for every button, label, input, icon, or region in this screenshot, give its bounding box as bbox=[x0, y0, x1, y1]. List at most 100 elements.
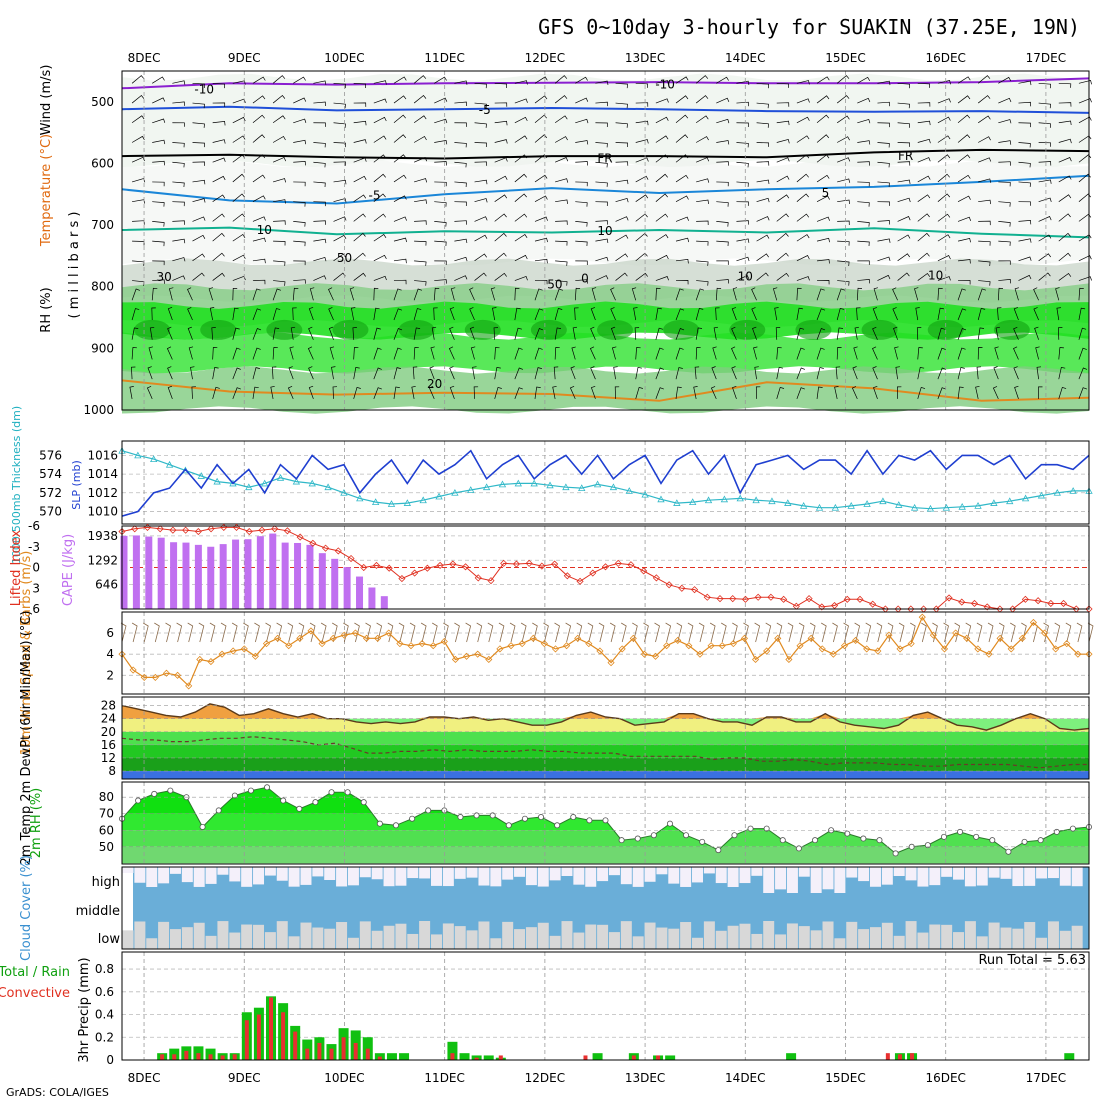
wind-barb-685 bbox=[393, 347, 402, 360]
wind-barb-90 bbox=[977, 95, 991, 104]
wind-barb-674 bbox=[166, 346, 173, 360]
wind-barb-250 bbox=[333, 179, 347, 185]
wind-barb-420 bbox=[857, 240, 870, 247]
wind10m-barb-38 bbox=[543, 622, 549, 643]
wind-barb-776 bbox=[287, 385, 294, 400]
wind10m-point-81 bbox=[1018, 634, 1026, 642]
wind-barb-518 bbox=[897, 272, 910, 281]
wind10m-point-68 bbox=[874, 647, 882, 655]
wind-barb-289 bbox=[152, 201, 165, 207]
cape-bar-12 bbox=[269, 533, 277, 609]
wind-barb-481 bbox=[152, 279, 165, 284]
li-point-47 bbox=[716, 595, 724, 603]
wind10m-point-8 bbox=[207, 658, 215, 666]
wind-barb-459 bbox=[675, 259, 689, 264]
cape-bar-15 bbox=[306, 544, 314, 609]
wind-barb-184 bbox=[937, 135, 951, 143]
cloud-high-bar-56 bbox=[786, 867, 798, 893]
precip-tick-4: 0.8 bbox=[95, 962, 114, 976]
rh-point-25 bbox=[521, 815, 528, 822]
wind-barb-31 bbox=[756, 82, 769, 89]
thickness-point-60 bbox=[1069, 487, 1077, 494]
wind10m-barb-57 bbox=[754, 622, 761, 643]
wind10m-point-23 bbox=[374, 634, 382, 642]
wind10m-barb-31 bbox=[465, 622, 472, 643]
wind-barb-763 bbox=[993, 366, 999, 380]
wind-barb-565 bbox=[873, 287, 878, 301]
cape-bar-11 bbox=[256, 536, 264, 609]
precip-conv-bar-5 bbox=[208, 1054, 213, 1060]
wind-barb-737 bbox=[472, 366, 477, 380]
wind-barb-122 bbox=[655, 116, 669, 124]
wind-barb-628 bbox=[211, 327, 216, 340]
wind-barb-808 bbox=[937, 387, 946, 400]
cloud-high-bar-58 bbox=[810, 867, 822, 893]
cloud-low-bar-30 bbox=[478, 921, 490, 949]
wind-barb-465 bbox=[796, 255, 810, 262]
precip-conv-bar-18 bbox=[365, 1048, 370, 1060]
wind-barb-265 bbox=[635, 175, 649, 183]
wind-barb-554 bbox=[655, 287, 661, 301]
thickness-point-16 bbox=[371, 498, 380, 506]
li-point-66 bbox=[958, 598, 966, 606]
wind-barb-698 bbox=[655, 347, 664, 360]
cloud-low-bar-37 bbox=[561, 921, 573, 949]
wind-barb-123 bbox=[675, 114, 689, 124]
wind-barb-572 bbox=[1014, 287, 1019, 301]
wind10m-point-26 bbox=[407, 642, 415, 650]
wind-barb-304 bbox=[454, 201, 467, 207]
cloud-high-bar-26 bbox=[430, 867, 442, 886]
wind-barb-311 bbox=[595, 201, 608, 207]
thickness-point-47 bbox=[863, 500, 871, 507]
wind-barb-486 bbox=[252, 279, 266, 285]
temp-tick-5: 28 bbox=[101, 699, 116, 713]
rh-point-14 bbox=[344, 789, 351, 796]
li-point-16 bbox=[322, 544, 330, 552]
wind-barb-513 bbox=[796, 276, 810, 281]
wind-barb-211 bbox=[514, 154, 528, 163]
precip-conv-bar-36 bbox=[583, 1055, 588, 1060]
thickness-point-37 bbox=[704, 496, 713, 504]
wind10m-barb-74 bbox=[943, 622, 949, 643]
wind-barb-342 bbox=[252, 216, 266, 222]
upper-frame bbox=[121, 70, 1090, 411]
li-point-54 bbox=[805, 595, 813, 603]
li-point-68 bbox=[983, 603, 991, 611]
cloud-high-bar-2 bbox=[146, 867, 158, 887]
wind10m-barb-4 bbox=[165, 622, 171, 643]
wind-barb-617 bbox=[957, 308, 967, 321]
wind-barb-668 bbox=[1013, 326, 1019, 340]
wind-barb-270 bbox=[736, 181, 749, 187]
thickness-point-5 bbox=[197, 472, 205, 479]
wind-barb-620 bbox=[1013, 307, 1019, 321]
wind-barb-781 bbox=[393, 386, 400, 399]
wind-barb-196 bbox=[212, 157, 226, 163]
wind-barb-94 bbox=[1058, 102, 1072, 107]
wind-barb-662 bbox=[893, 326, 898, 340]
wind-barb-84 bbox=[857, 97, 871, 104]
wind-barb-764 bbox=[1013, 366, 1019, 380]
wind-barb-225 bbox=[796, 154, 810, 163]
wind-barb-423 bbox=[917, 232, 930, 242]
wind-barb-125 bbox=[716, 118, 730, 124]
wind-barb-405 bbox=[555, 240, 568, 246]
wind-barb-684 bbox=[373, 347, 382, 360]
wind-barb-36 bbox=[857, 76, 871, 84]
wind-barb-741 bbox=[553, 366, 559, 380]
wind-barb-231 bbox=[917, 157, 931, 163]
wind-barb-515 bbox=[837, 280, 850, 286]
wind-barb-15 bbox=[434, 76, 447, 84]
upper-ylabel-rh: RH (%) bbox=[39, 287, 54, 332]
cloud-high-bar-65 bbox=[893, 867, 905, 876]
wind-barb-146 bbox=[172, 142, 185, 148]
cloud-low-bar-4 bbox=[169, 929, 181, 949]
wind10m-barb-50 bbox=[676, 622, 683, 643]
cloud-high-bar-33 bbox=[514, 867, 526, 877]
wind-barb-470 bbox=[897, 253, 910, 262]
wind-barb-501 bbox=[555, 280, 568, 286]
rh-blob-11 bbox=[861, 319, 898, 340]
wind-barb-621 bbox=[1033, 307, 1039, 321]
wind-barb-549 bbox=[554, 288, 564, 301]
wind-barb-186 bbox=[978, 136, 991, 143]
li-point-6 bbox=[194, 527, 202, 536]
